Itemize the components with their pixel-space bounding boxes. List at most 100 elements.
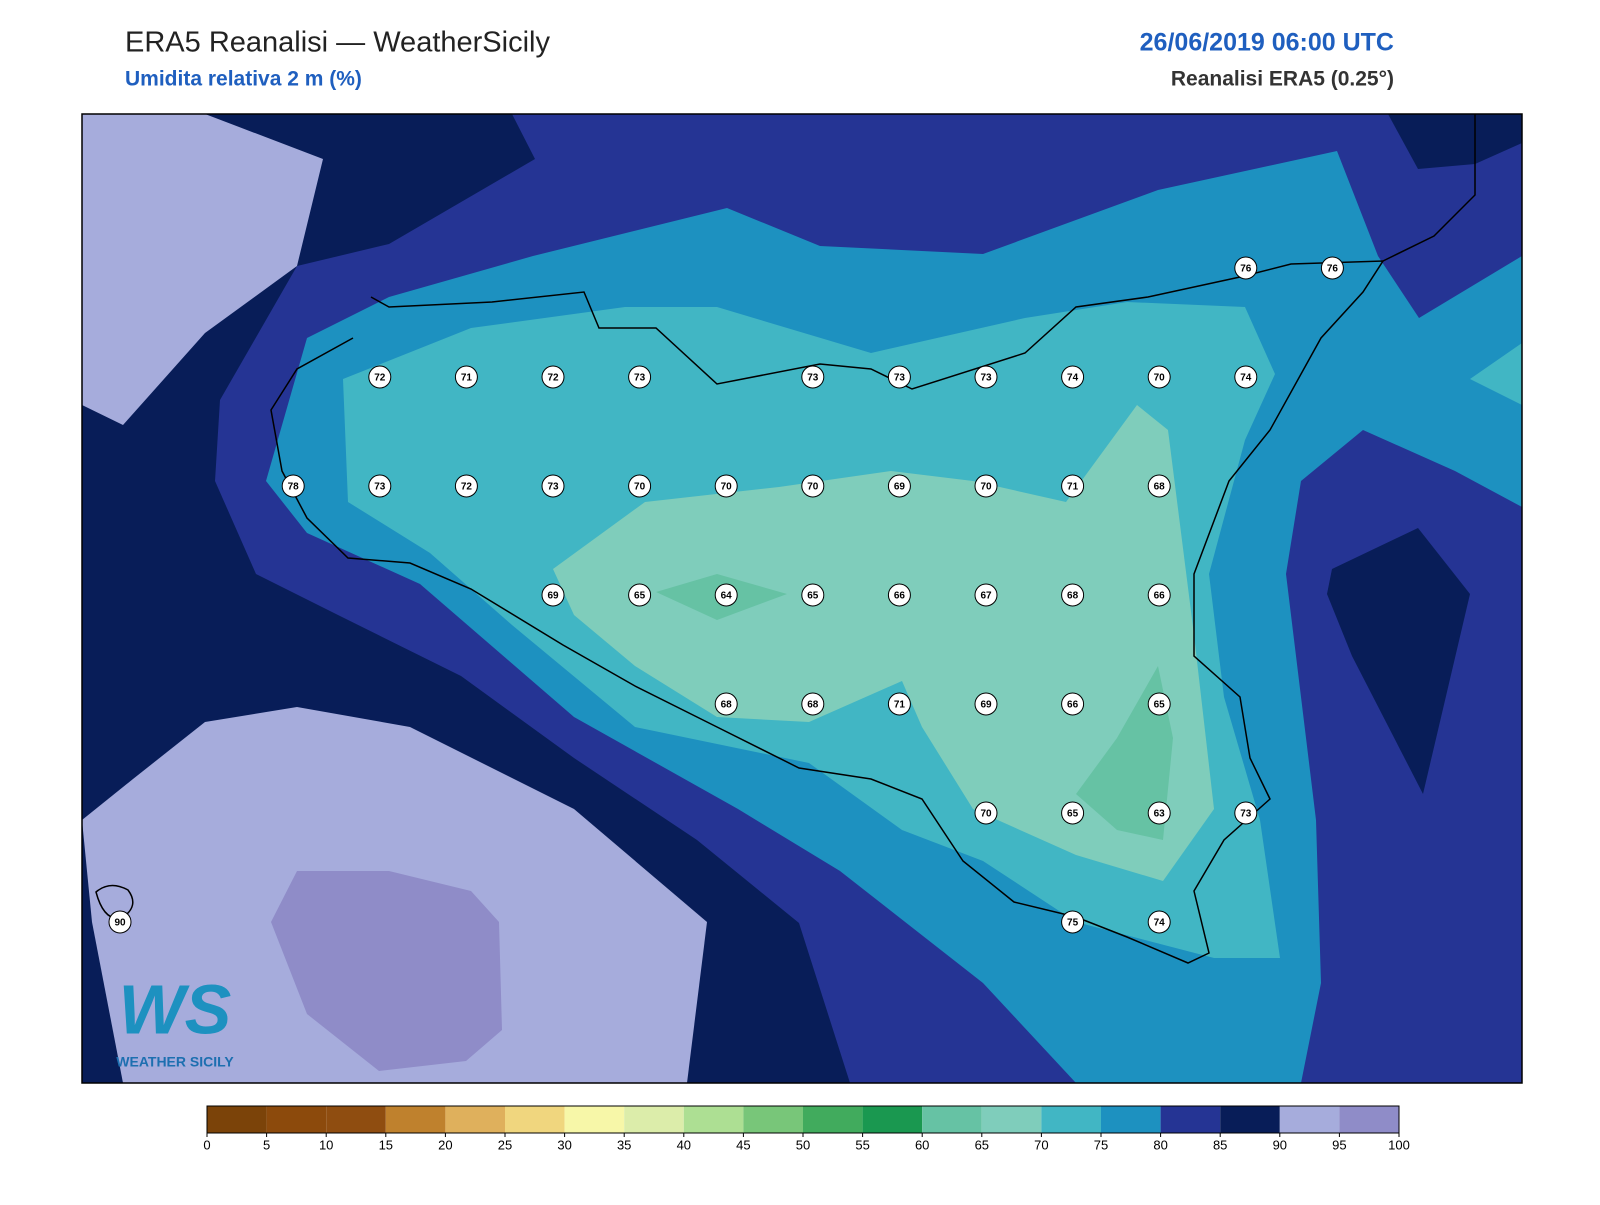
station-marker bbox=[628, 583, 652, 607]
station-value: 69 bbox=[894, 482, 906, 493]
station-marker bbox=[1147, 801, 1171, 825]
colorbar-segment bbox=[922, 1106, 982, 1133]
island bbox=[95, 884, 134, 920]
field-band bbox=[271, 871, 502, 1071]
station-value: 73 bbox=[547, 482, 559, 493]
station-marker bbox=[1234, 256, 1258, 280]
station-marker bbox=[974, 365, 998, 389]
station-value: 70 bbox=[980, 809, 992, 820]
station-value: 72 bbox=[374, 373, 386, 384]
station-marker bbox=[1061, 692, 1085, 716]
station-marker bbox=[887, 583, 911, 607]
colorbar-segment bbox=[743, 1106, 803, 1133]
colorbar-tick-label: 20 bbox=[438, 1137, 452, 1152]
station-value: 70 bbox=[721, 482, 733, 493]
station-marker bbox=[1147, 910, 1171, 934]
station-marker bbox=[1234, 801, 1258, 825]
station-marker bbox=[628, 365, 652, 389]
station-marker bbox=[454, 474, 478, 498]
station-marker bbox=[1147, 365, 1171, 389]
map-frame bbox=[81, 113, 1523, 1084]
colorbar-tick-label: 30 bbox=[557, 1137, 571, 1152]
colorbar-tick-label: 55 bbox=[855, 1137, 869, 1152]
station-marker bbox=[887, 474, 911, 498]
colorbar-tick-label: 50 bbox=[796, 1137, 810, 1152]
station-marker bbox=[281, 474, 305, 498]
station-marker bbox=[1061, 801, 1085, 825]
station-value: 66 bbox=[1067, 700, 1079, 711]
station-marker bbox=[801, 692, 825, 716]
station-value: 65 bbox=[634, 591, 646, 602]
colorbar-tick-label: 80 bbox=[1153, 1137, 1167, 1152]
field bbox=[82, 114, 1522, 1083]
station-value: 67 bbox=[980, 591, 992, 602]
colorbar-tick-label: 15 bbox=[379, 1137, 393, 1152]
station-value: 70 bbox=[1154, 373, 1166, 384]
station-value: 68 bbox=[1067, 591, 1079, 602]
colorbar-segment bbox=[1041, 1106, 1101, 1133]
station-marker bbox=[1061, 583, 1085, 607]
station-marker bbox=[454, 365, 478, 389]
station-marker bbox=[801, 365, 825, 389]
colorbar-segment bbox=[1101, 1106, 1161, 1133]
field-band bbox=[1388, 114, 1522, 169]
station-marker bbox=[887, 692, 911, 716]
colorbar-segment bbox=[207, 1106, 267, 1133]
colorbar: 0 5 10 15 20 25 30 35 40 45 50 55 60 65 70 75 80 85 90 95 10… bbox=[203, 1105, 1410, 1152]
station-value: 69 bbox=[547, 591, 559, 602]
station-value: 73 bbox=[807, 373, 819, 384]
station-marker bbox=[974, 692, 998, 716]
station-value: 73 bbox=[634, 373, 646, 384]
colorbar-segment bbox=[683, 1106, 744, 1133]
colorbar-segment bbox=[862, 1106, 923, 1133]
station-marker bbox=[1320, 256, 1344, 280]
station-value: 64 bbox=[721, 591, 733, 602]
colorbar-segment bbox=[266, 1106, 327, 1133]
station-value: 75 bbox=[1067, 918, 1079, 929]
colorbar-tick-label: 70 bbox=[1034, 1137, 1048, 1152]
station-value: 71 bbox=[894, 700, 906, 711]
logo-mark: WS bbox=[119, 970, 232, 1048]
station-value: 65 bbox=[807, 591, 819, 602]
colorbar-segment bbox=[981, 1106, 1042, 1133]
station-value: 76 bbox=[1327, 264, 1339, 275]
colorbar-tick-label: 60 bbox=[915, 1137, 929, 1152]
colorbar-segment bbox=[1339, 1106, 1399, 1133]
station-marker bbox=[974, 801, 998, 825]
station-value: 73 bbox=[374, 482, 386, 493]
colorbar-segment bbox=[326, 1106, 386, 1133]
station-marker bbox=[1147, 474, 1171, 498]
stations: 76 76 72 71 72 73 73 73 73 74 70 74 78 73 72 73 70 70 70 69… bbox=[108, 256, 1344, 934]
station-marker bbox=[541, 583, 565, 607]
colorbar-tick-label: 65 bbox=[975, 1137, 989, 1152]
station-value: 68 bbox=[807, 700, 819, 711]
station-value: 69 bbox=[980, 700, 992, 711]
station-marker bbox=[1234, 365, 1258, 389]
colorbar-segment bbox=[803, 1106, 863, 1133]
title: ERA5 Reanalisi — WeatherSicily bbox=[125, 27, 550, 59]
coastline bbox=[1382, 114, 1476, 262]
station-marker bbox=[1147, 583, 1171, 607]
station-value: 76 bbox=[1240, 264, 1252, 275]
colorbar-tick-label: 100 bbox=[1388, 1137, 1410, 1152]
colorbar-tick-label: 0 bbox=[203, 1137, 210, 1152]
station-marker bbox=[628, 474, 652, 498]
station-marker bbox=[541, 365, 565, 389]
colorbar-tick-label: 25 bbox=[498, 1137, 512, 1152]
station-value: 70 bbox=[634, 482, 646, 493]
station-marker bbox=[368, 474, 392, 498]
station-value: 63 bbox=[1154, 809, 1166, 820]
station-value: 72 bbox=[547, 373, 559, 384]
station-value: 78 bbox=[288, 482, 300, 493]
station-marker bbox=[974, 474, 998, 498]
station-value: 73 bbox=[894, 373, 906, 384]
station-value: 73 bbox=[1240, 809, 1252, 820]
station-value: 74 bbox=[1154, 918, 1166, 929]
station-marker bbox=[368, 365, 392, 389]
station-marker bbox=[1061, 910, 1085, 934]
colorbar-tick-label: 45 bbox=[736, 1137, 750, 1152]
station-value: 66 bbox=[1154, 591, 1166, 602]
colorbar-tick-label: 40 bbox=[677, 1137, 691, 1152]
